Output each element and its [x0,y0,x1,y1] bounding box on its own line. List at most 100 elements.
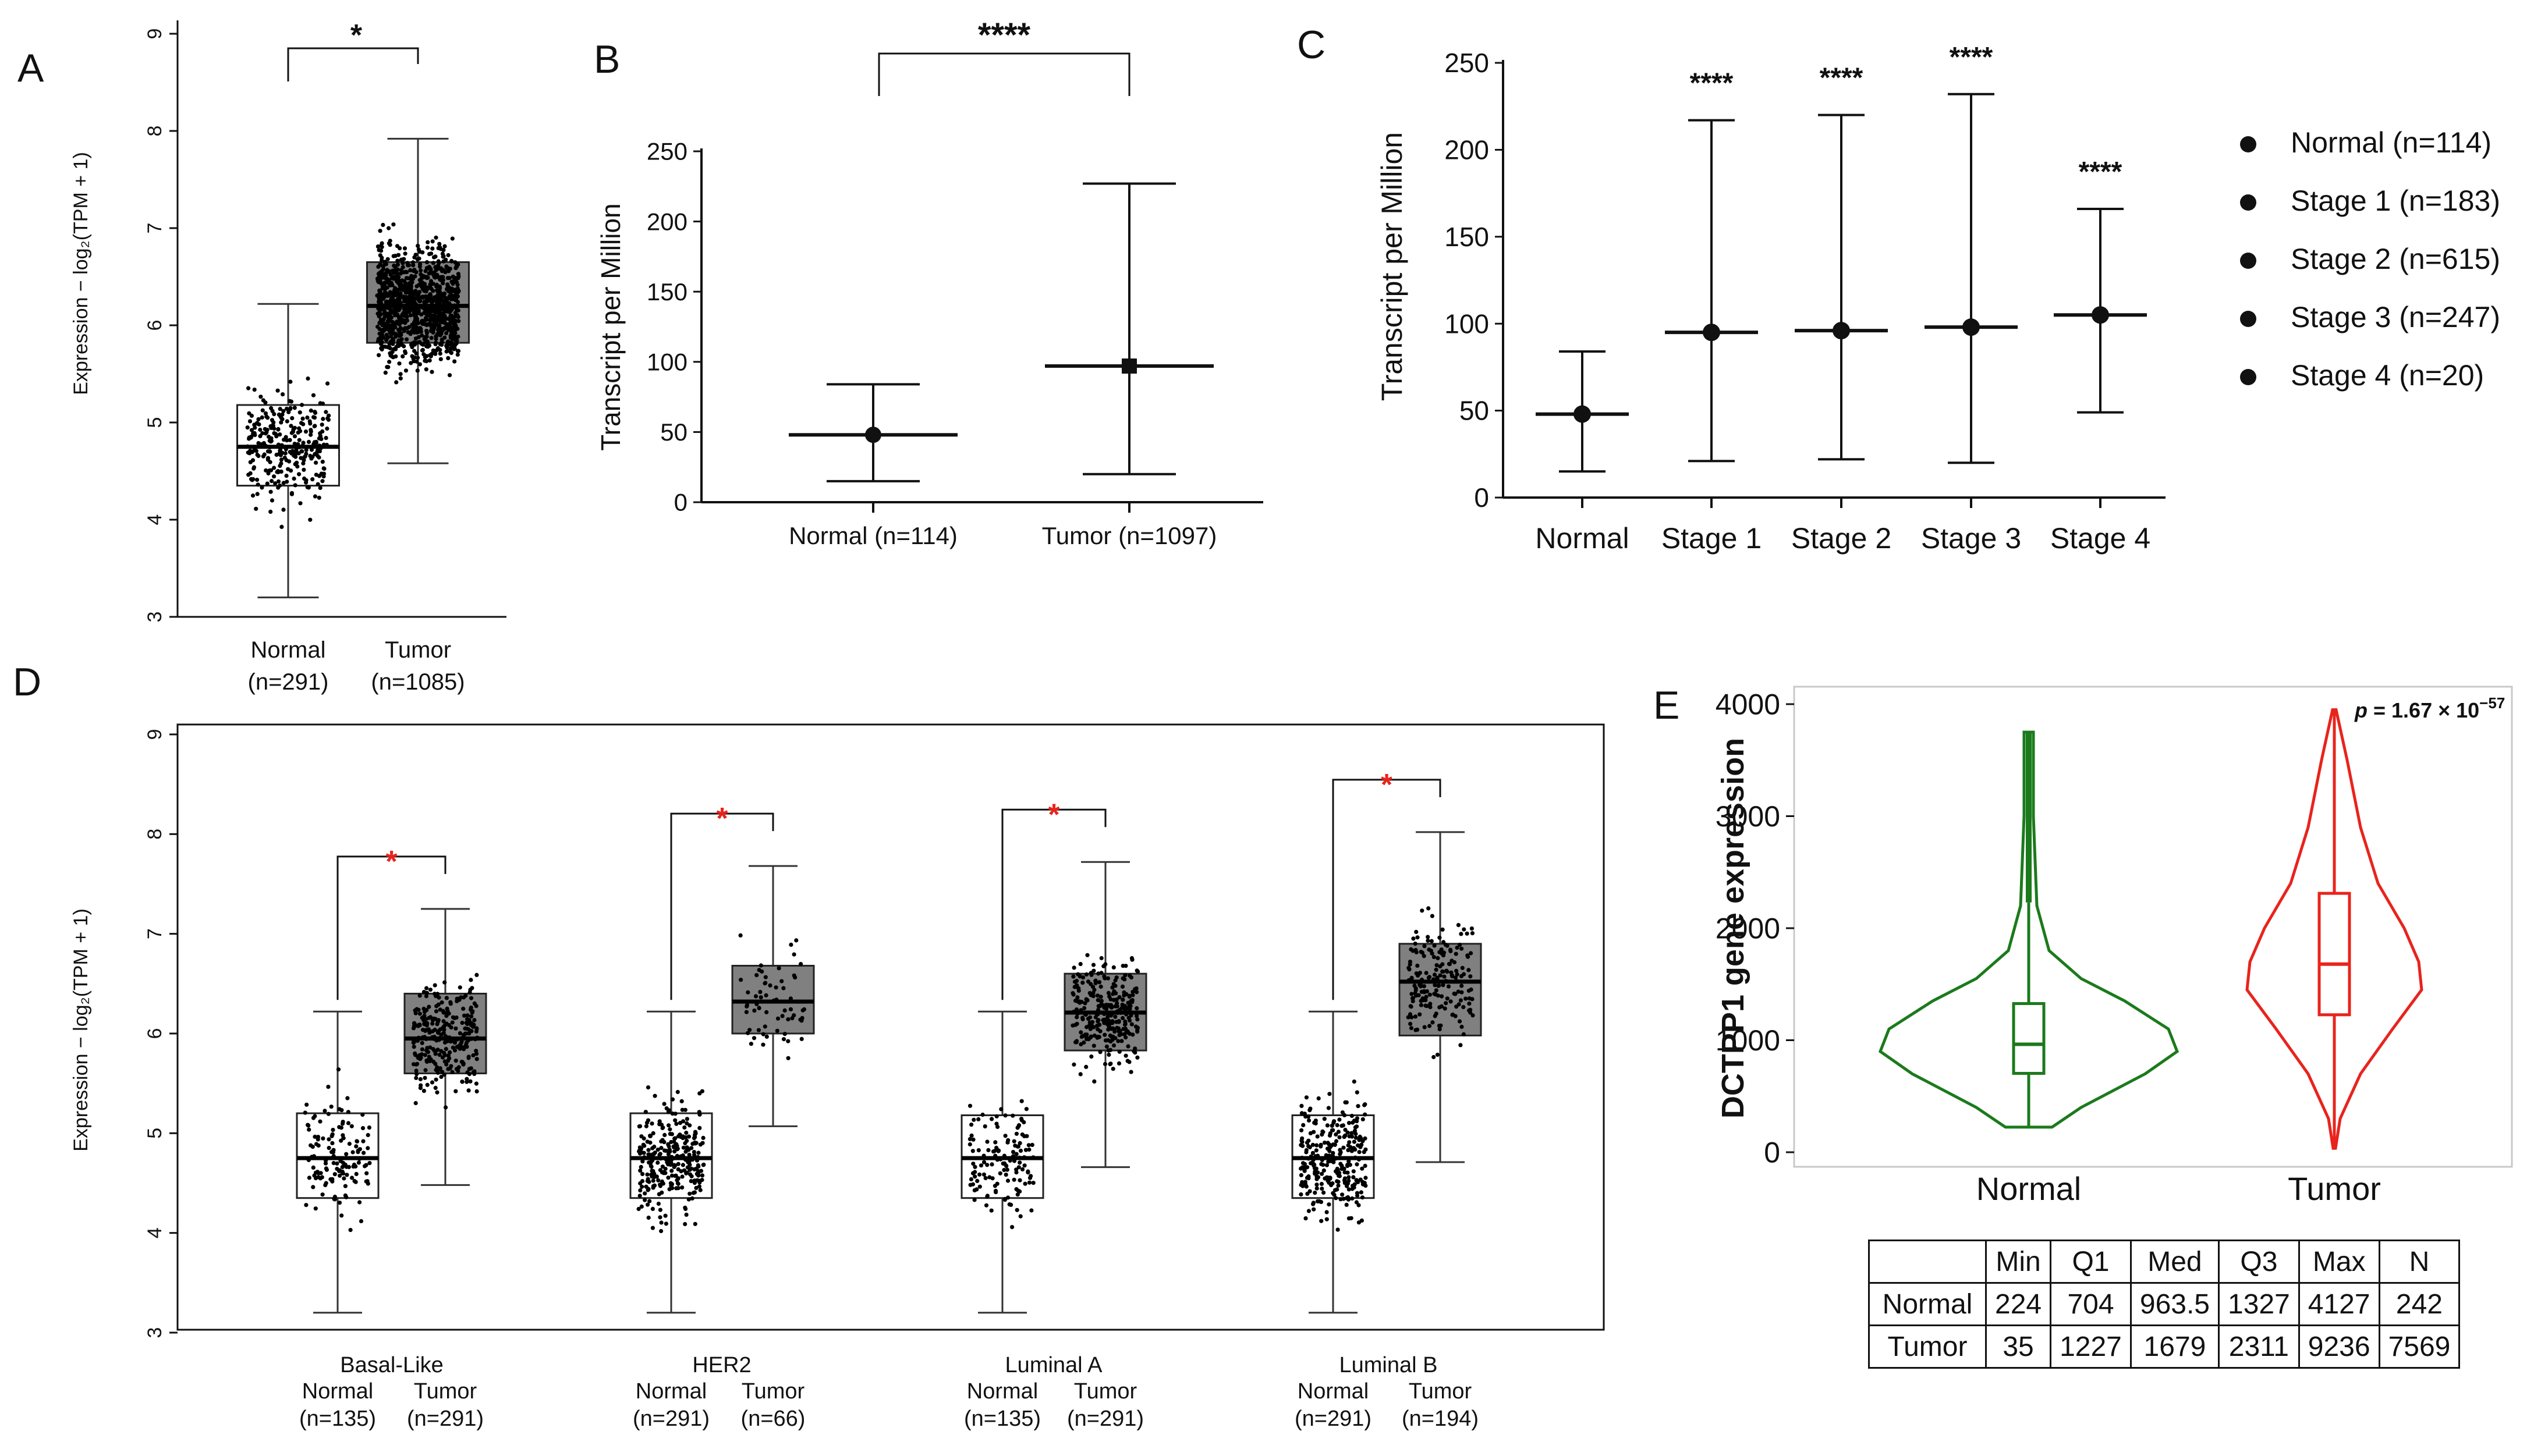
panel-a-normal-point [276,442,281,447]
panel-a-normal-point [300,403,304,407]
table-row: Normal 224 704 963.5 1327 4127 242 [1868,1282,2461,1326]
panel-d-tumor-point [739,978,743,982]
panel-d-tumor-point [1126,1015,1131,1020]
panel-a-normal-point [321,417,325,421]
panel-d-normal-point [1347,1134,1352,1139]
panel-d-normal-point [1316,1096,1321,1101]
panel-d-normal-point [657,1119,662,1124]
panel-d-normal-point [657,1153,662,1157]
panel-d-tumor-point [1071,974,1076,979]
panel-d-tumor-point [738,933,743,937]
panel-a-normal-point [247,419,253,424]
panel-a-tumor-point [402,257,406,261]
panel-d-normal-point [1299,1128,1304,1132]
panel-c-xtick-label: Stage 1 [1661,522,1762,555]
panel-a-tumor-point [417,278,422,282]
panel-d-tumor-point [1413,1028,1418,1032]
panel-a-normal-point [268,509,273,514]
panel-d-tumor-point [431,1016,436,1021]
panel-d-normal-point [354,1171,359,1176]
panel-d-tumor-point [1445,943,1449,948]
panel-d-xtick-label: Tumor [414,1379,477,1404]
panel-d-tumor-point [472,1071,477,1076]
panel-a-normal-point [309,428,313,432]
panel-a-normal-point [294,451,299,456]
panel-d-tumor-point [1135,990,1139,995]
panel-d-normal-point [638,1188,643,1193]
panel-d-normal-point [1353,1125,1358,1130]
panel-a-tumor-point [429,336,434,340]
panel-d-tumor-point [1450,1013,1455,1017]
panel-a-normal-point [258,434,263,439]
panel-a-normal-point [311,442,316,446]
panel-d-normal-point [1360,1182,1366,1187]
panel-a-tumor-point [452,359,457,364]
panel-d-tumor-point [418,1054,423,1059]
panel-d-tumor-point [1456,989,1461,994]
panel-d-tumor-point [774,997,779,1002]
panel-d-tumor-point [744,1010,749,1014]
panel-d-tumor-point [1128,1007,1132,1011]
panel-d-normal-point [994,1145,999,1150]
panel-a-tumor-point [419,268,423,273]
panel-d-normal-point [977,1184,982,1189]
panel-d-normal-point [1336,1130,1341,1134]
panel-e-violin [2245,708,2423,1150]
panel-d-tumor-point [746,1031,750,1035]
panel-d-tumor-point [442,1073,446,1077]
panel-d-tumor-point [1447,962,1452,967]
panel-d-normal-point [639,1146,644,1151]
panel-a-normal-point [325,426,329,431]
panel-a-normal-point [316,448,321,453]
panel-d-tumor-point [1435,1052,1440,1057]
panel-d-normal-point [1352,1079,1356,1084]
panel-a-normal-point [279,416,284,421]
panel-a-tumor-point [455,352,460,357]
panel-d-tumor-point [1075,983,1079,988]
panel-d-tumor-point [1424,971,1429,975]
panel-d-tumor-point [444,996,449,1000]
panel-d-normal-point [1360,1166,1365,1171]
panel-d-tumor-point [1430,914,1434,918]
panel-d-normal-point [1360,1117,1365,1121]
panel-d-tumor-point [1098,984,1103,989]
panel-d-normal-point [315,1170,320,1174]
panel-d-tumor-point [786,1017,791,1022]
panel-c-mean-marker [1703,324,1720,342]
panel-d-tumor-point [1130,989,1135,994]
panel-a-tumor-point [434,235,438,240]
panel-a-tumor-point [416,243,420,248]
panel-a-normal-point [279,420,283,425]
panel-a-normal-point [254,506,258,511]
panel-d-normal-point [1007,1202,1012,1207]
panel-d-tumor-point [1117,1061,1122,1066]
panel-d-normal-point [683,1205,687,1210]
panel-d-normal-point [685,1117,689,1121]
panel-d-normal-point [999,1107,1004,1111]
panel-d-tumor-point [1084,997,1089,1002]
panel-d-normal-point [1003,1134,1008,1138]
panel-d-normal-point [658,1215,662,1220]
panel-d-normal-point [1316,1153,1320,1158]
panel-a-normal-point [246,386,251,390]
panel-d-normal-point [350,1176,355,1180]
panel-d-normal-point [1319,1181,1324,1187]
panel-d-tumor-point [421,1028,426,1032]
panel-a-tumor-point [399,340,403,345]
panel-a-normal-point [314,460,318,465]
panel-d-normal-point [682,1125,687,1130]
panel-d-normal-point [1011,1154,1016,1159]
panel-d-normal-point [663,1166,668,1171]
panel-d-tumor-point [775,1028,779,1033]
panel-d-tumor-point [421,990,427,995]
panel-a-tumor-point [399,337,404,342]
panel-d-normal-point [1319,1219,1324,1223]
panel-a-tumor-point [377,331,382,336]
panel-a-tumor-point [455,349,460,353]
panel-d-tumor-point [1457,1019,1462,1024]
panel-d-normal-point [1019,1099,1024,1103]
panel-d-normal-point [338,1173,342,1178]
panel-d-tumor-point [1117,1033,1122,1038]
panel-d-normal-point [689,1179,693,1184]
panel-d-normal-point [697,1184,701,1189]
